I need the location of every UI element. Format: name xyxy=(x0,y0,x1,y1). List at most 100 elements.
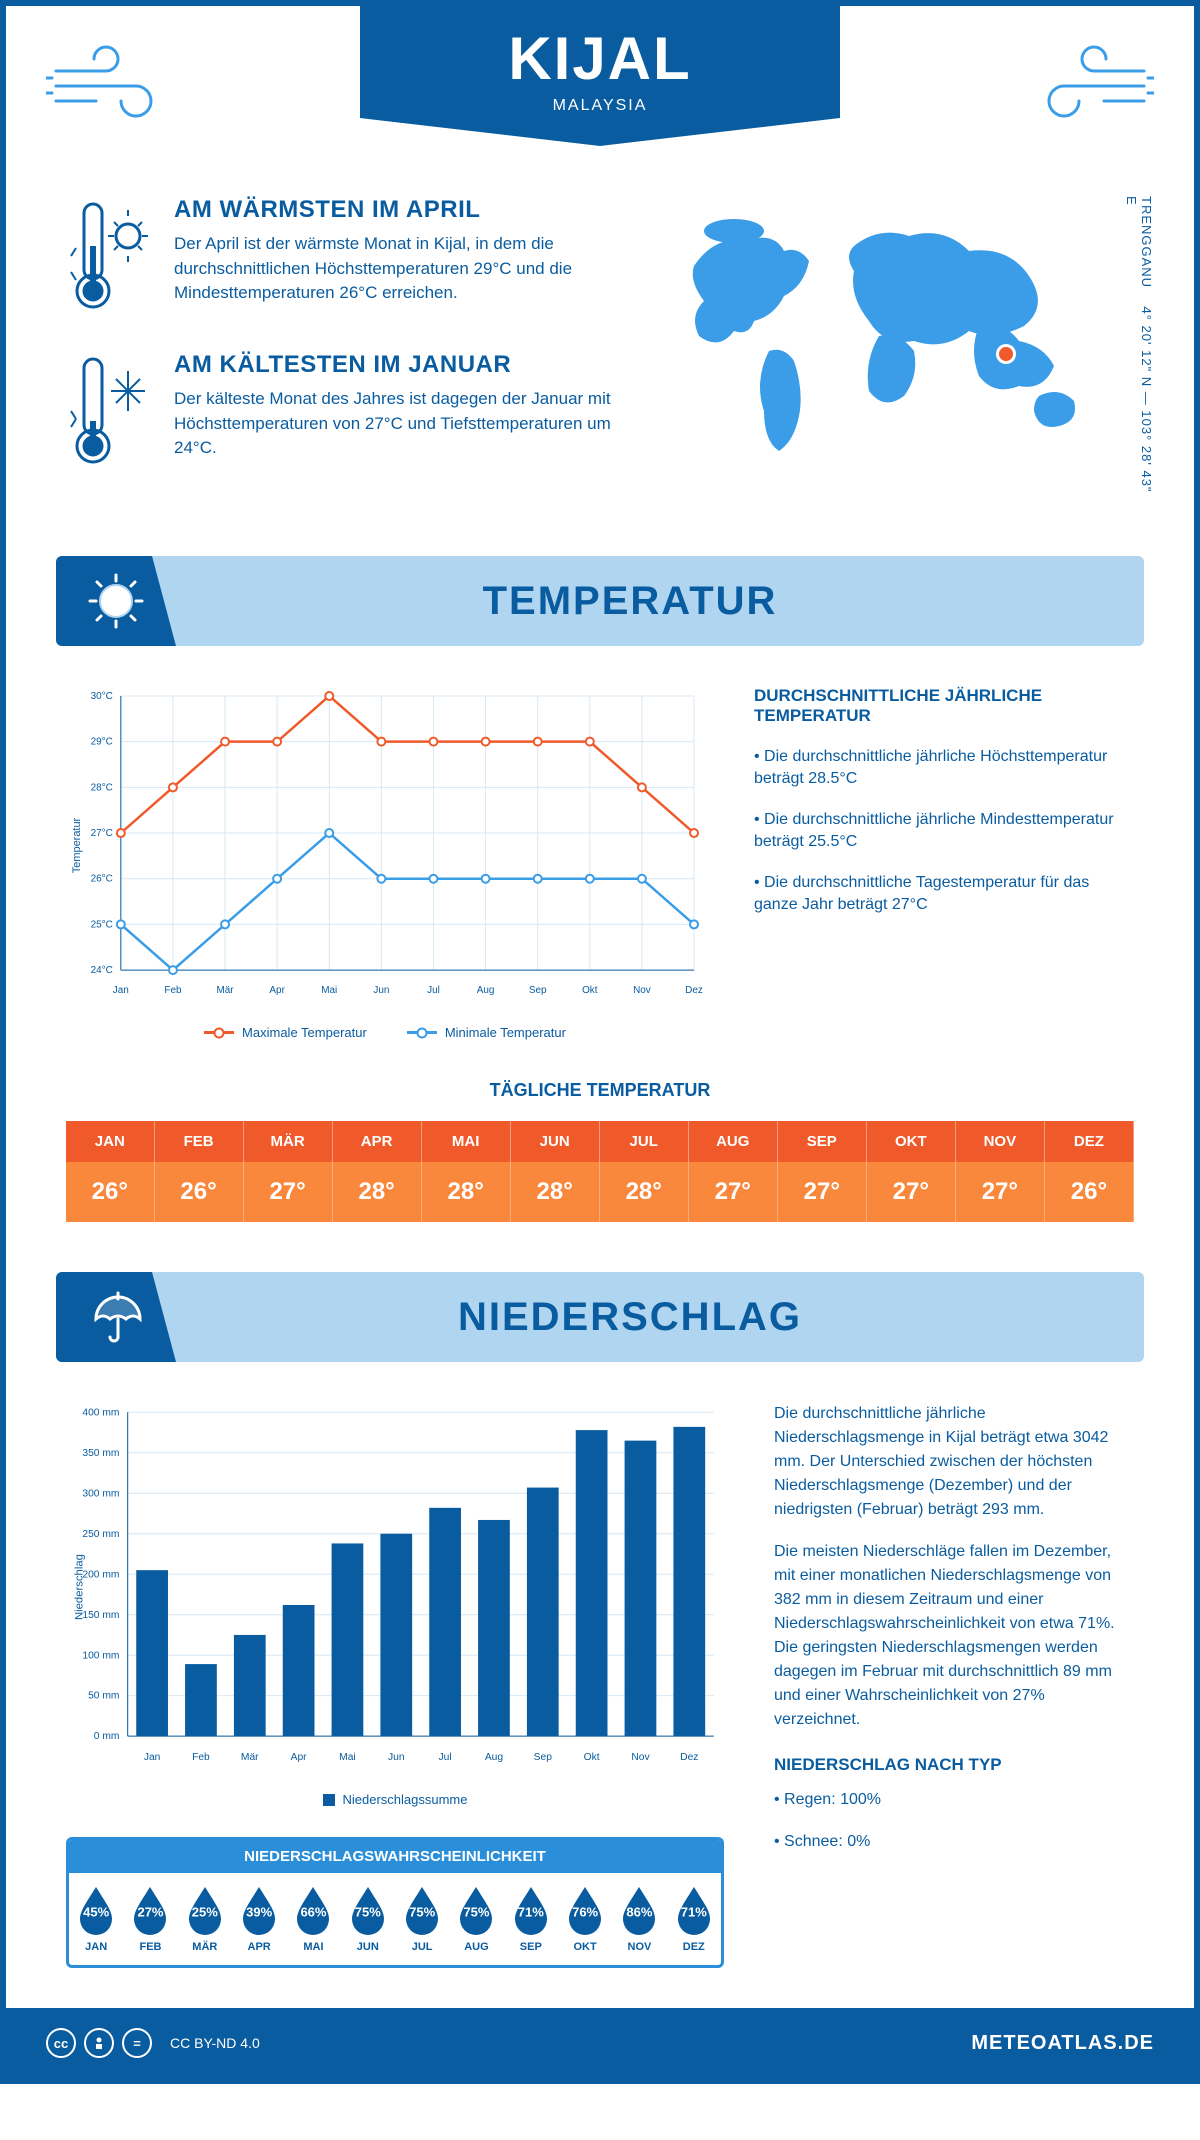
temp-info-item: • Die durchschnittliche jährliche Mindes… xyxy=(754,809,1134,854)
month-header: NOV xyxy=(955,1121,1044,1162)
precip-info: Die durchschnittliche jährliche Niedersc… xyxy=(774,1402,1134,1968)
svg-text:50 mm: 50 mm xyxy=(88,1691,119,1702)
month-header: DEZ xyxy=(1044,1121,1133,1162)
drop-icon: 71% xyxy=(672,1883,716,1935)
svg-text:Jan: Jan xyxy=(144,1752,161,1763)
temp-value: 28° xyxy=(510,1162,599,1222)
temp-info-item: • Die durchschnittliche Tagestemperatur … xyxy=(754,872,1134,917)
cold-text: Der kälteste Monat des Jahres ist dagege… xyxy=(174,387,614,461)
precip-section-header: NIEDERSCHLAG xyxy=(56,1272,1144,1362)
drop-icon: 45% xyxy=(74,1883,118,1935)
svg-text:Dez: Dez xyxy=(680,1752,698,1763)
daily-temp-title: TÄGLICHE TEMPERATUR xyxy=(66,1080,1134,1101)
cold-fact: AM KÄLTESTEN IM JANUAR Der kälteste Mona… xyxy=(66,351,614,476)
sun-icon xyxy=(56,556,176,646)
svg-text:200 mm: 200 mm xyxy=(82,1569,119,1580)
prob-item: 27% FEB xyxy=(123,1873,177,1965)
precip-legend: Niederschlagssumme xyxy=(66,1792,724,1807)
svg-text:30°C: 30°C xyxy=(91,691,113,702)
svg-text:Aug: Aug xyxy=(477,985,495,996)
precip-bar-chart: 0 mm50 mm100 mm150 mm200 mm250 mm300 mm3… xyxy=(66,1402,724,1807)
precip-type-title: NIEDERSCHLAG NACH TYP xyxy=(774,1752,1134,1778)
svg-text:Okt: Okt xyxy=(584,1752,600,1763)
prob-item: 75% JUN xyxy=(341,1873,395,1965)
month-header: OKT xyxy=(866,1121,955,1162)
month-header: FEB xyxy=(154,1121,243,1162)
svg-text:Mai: Mai xyxy=(321,985,337,996)
drop-icon: 75% xyxy=(400,1883,444,1935)
warm-text: Der April ist der wärmste Monat in Kijal… xyxy=(174,232,614,306)
month-header: SEP xyxy=(777,1121,866,1162)
temp-value: 27° xyxy=(688,1162,777,1222)
svg-text:27°C: 27°C xyxy=(91,828,113,839)
svg-text:400 mm: 400 mm xyxy=(82,1407,119,1418)
wind-icon xyxy=(1014,36,1154,131)
temp-value: 28° xyxy=(421,1162,510,1222)
precip-type-item: • Regen: 100% xyxy=(774,1788,1134,1812)
svg-text:25°C: 25°C xyxy=(91,919,113,930)
month-header: AUG xyxy=(688,1121,777,1162)
svg-text:29°C: 29°C xyxy=(91,737,113,748)
thermometer-cold-icon xyxy=(66,351,156,476)
svg-text:Jan: Jan xyxy=(113,985,129,996)
daily-temp-table: TÄGLICHE TEMPERATUR JANFEBMÄRAPRMAIJUNJU… xyxy=(6,1080,1194,1262)
cold-title: AM KÄLTESTEN IM JANUAR xyxy=(174,351,614,379)
precip-text-2: Die meisten Niederschläge fallen im Deze… xyxy=(774,1540,1134,1732)
svg-text:Mär: Mär xyxy=(216,985,234,996)
temp-value: 26° xyxy=(1044,1162,1133,1222)
month-header: JUL xyxy=(599,1121,688,1162)
cc-icon: cc xyxy=(46,2028,76,2058)
svg-text:Sep: Sep xyxy=(529,985,547,996)
temp-value: 26° xyxy=(154,1162,243,1222)
svg-text:Aug: Aug xyxy=(485,1752,504,1763)
svg-text:Okt: Okt xyxy=(582,985,598,996)
svg-text:150 mm: 150 mm xyxy=(82,1610,119,1621)
svg-text:Jul: Jul xyxy=(439,1752,452,1763)
temp-info-title: DURCHSCHNITTLICHE JÄHRLICHE TEMPERATUR xyxy=(754,686,1134,726)
temp-value: 27° xyxy=(955,1162,1044,1222)
svg-text:24°C: 24°C xyxy=(91,965,113,976)
temp-value: 27° xyxy=(866,1162,955,1222)
wind-icon xyxy=(46,36,186,131)
cc-license: cc = CC BY-ND 4.0 xyxy=(46,2028,260,2058)
temp-value: 27° xyxy=(243,1162,332,1222)
warm-fact: AM WÄRMSTEN IM APRIL Der April ist der w… xyxy=(66,196,614,321)
svg-text:Jun: Jun xyxy=(388,1752,405,1763)
svg-text:100 mm: 100 mm xyxy=(82,1650,119,1661)
temp-info-item: • Die durchschnittliche jährliche Höchst… xyxy=(754,746,1134,791)
brand: METEOATLAS.DE xyxy=(971,2032,1154,2055)
month-header: APR xyxy=(332,1121,421,1162)
drop-icon: 75% xyxy=(454,1883,498,1935)
drop-icon: 66% xyxy=(291,1883,335,1935)
svg-text:300 mm: 300 mm xyxy=(82,1488,119,1499)
prob-item: 39% APR xyxy=(232,1873,286,1965)
prob-item: 75% AUG xyxy=(449,1873,503,1965)
temp-value: 28° xyxy=(332,1162,421,1222)
temp-value: 27° xyxy=(777,1162,866,1222)
svg-text:Niederschlag: Niederschlag xyxy=(73,1554,85,1620)
svg-text:Mai: Mai xyxy=(339,1752,356,1763)
coordinates: TRENGGANU 4° 20' 12" N — 103° 28' 43" E xyxy=(1124,196,1154,506)
temp-line-chart: 24°C25°C26°C27°C28°C29°C30°CJanFebMärApr… xyxy=(66,686,704,1040)
prob-item: 71% SEP xyxy=(504,1873,558,1965)
svg-text:28°C: 28°C xyxy=(91,782,113,793)
svg-text:250 mm: 250 mm xyxy=(82,1529,119,1540)
temp-legend: Maximale Temperatur Minimale Temperatur xyxy=(66,1025,704,1040)
drop-icon: 27% xyxy=(128,1883,172,1935)
drop-icon: 86% xyxy=(617,1883,661,1935)
precip-heading: NIEDERSCHLAG xyxy=(116,1295,1144,1340)
prob-item: 25% MÄR xyxy=(178,1873,232,1965)
drop-icon: 76% xyxy=(563,1883,607,1935)
temp-value: 26° xyxy=(66,1162,154,1222)
drop-icon: 25% xyxy=(183,1883,227,1935)
drop-icon: 75% xyxy=(346,1883,390,1935)
month-header: JUN xyxy=(510,1121,599,1162)
title-banner: KIJAL MALAYSIA xyxy=(360,6,840,146)
month-header: MÄR xyxy=(243,1121,332,1162)
svg-text:Feb: Feb xyxy=(192,1752,210,1763)
svg-text:350 mm: 350 mm xyxy=(82,1448,119,1459)
prob-item: 76% OKT xyxy=(558,1873,612,1965)
prob-item: 45% JAN xyxy=(69,1873,123,1965)
prob-item: 71% DEZ xyxy=(667,1873,721,1965)
country-subtitle: MALAYSIA xyxy=(360,97,840,115)
